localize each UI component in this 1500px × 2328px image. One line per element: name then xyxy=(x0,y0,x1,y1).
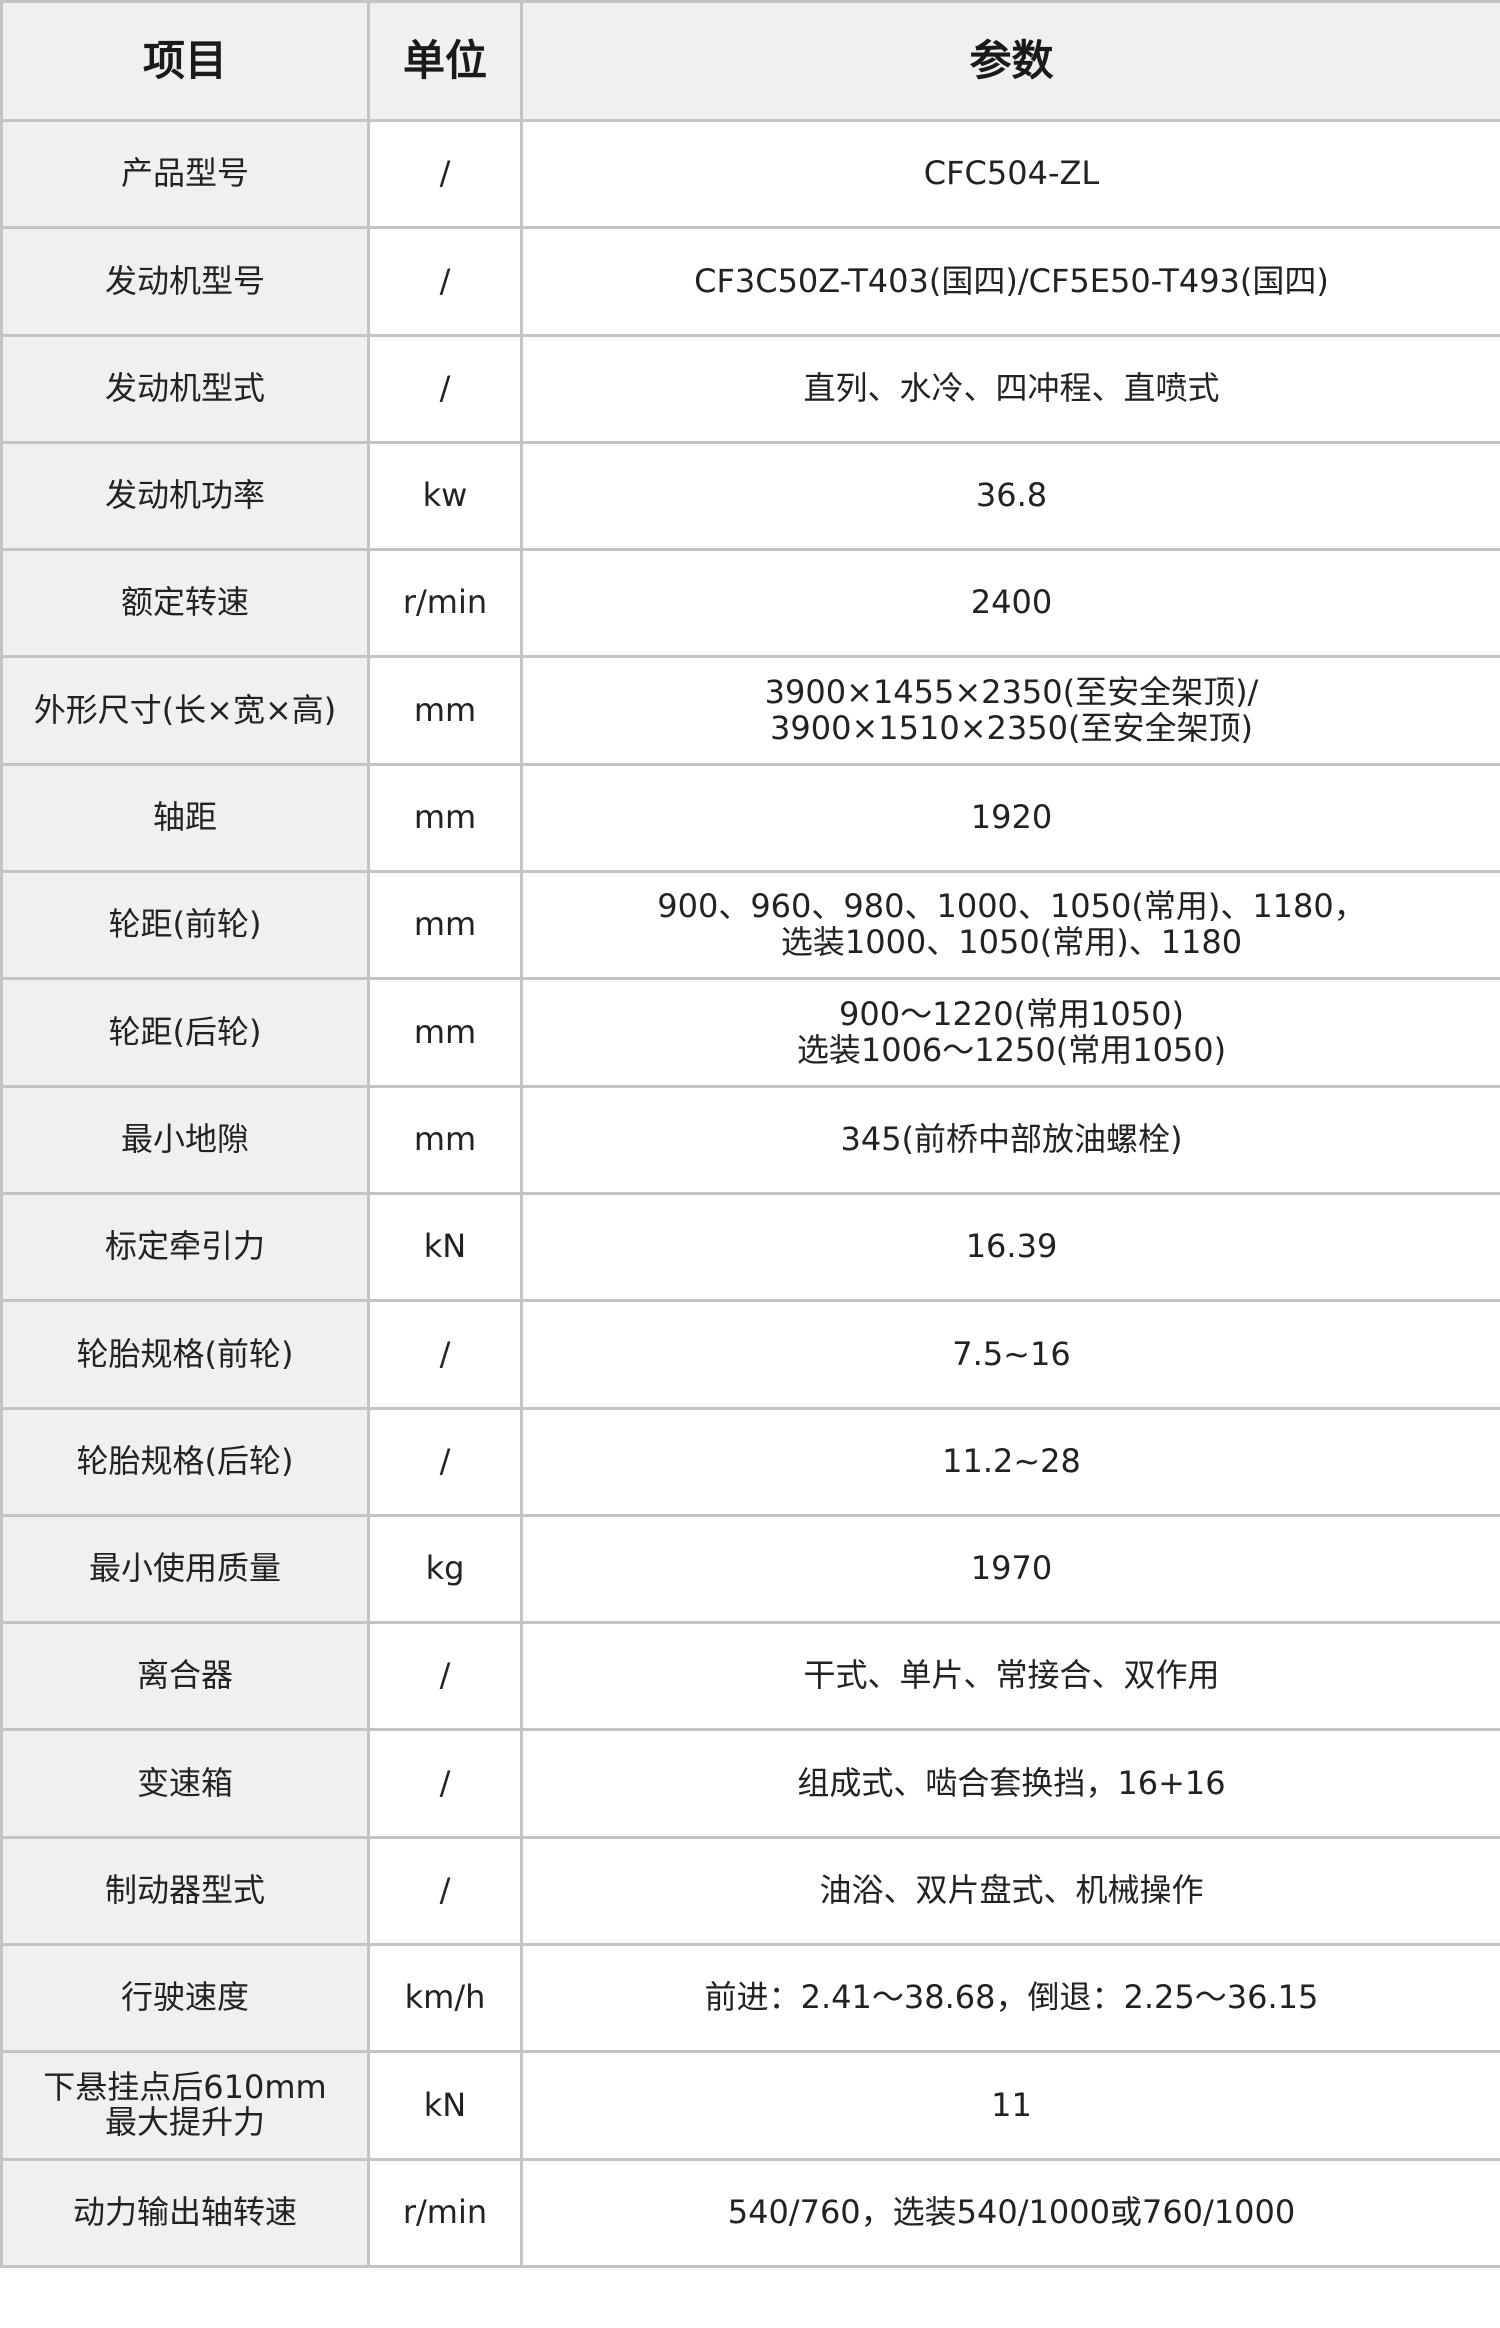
row-value-cell: 前进：2.41～38.68，倒退：2.25～36.15 xyxy=(520,1943,1500,2054)
table-row: 制动器型式 / 油浴、双片盘式、机械操作 xyxy=(0,1835,1500,1947)
table-row: 标定牵引力 kN 16.39 xyxy=(0,1191,1500,1303)
row-value-cell: 540/760，选装540/1000或760/1000 xyxy=(520,2157,1500,2268)
row-unit-cell: / xyxy=(367,1621,523,1732)
row-unit-cell: mm xyxy=(367,870,523,981)
table-row: 轮距(前轮) mm 900、960、980、1000、1050(常用)、1180， … xyxy=(0,870,1500,981)
row-unit-cell: km/h xyxy=(367,1943,523,2054)
header-unit: 单位 xyxy=(367,0,523,122)
table-row: 最小地隙 mm 345(前桥中部放油螺栓) xyxy=(0,1084,1500,1195)
row-value-cell: 900、960、980、1000、1050(常用)、1180， 选装1000、1… xyxy=(520,870,1500,981)
row-item-cell: 轴距 xyxy=(0,762,370,874)
table-row: 外形尺寸(长×宽×高) mm 3900×1455×2350(至安全架顶)/ 3900… xyxy=(0,655,1500,766)
row-unit-cell: / xyxy=(367,333,523,444)
row-item-cell: 动力输出轴转速 xyxy=(0,2157,370,2268)
row-value-cell: 345(前桥中部放油螺栓) xyxy=(520,1084,1500,1195)
row-item-cell: 轮距(后轮) xyxy=(0,977,370,1088)
row-value-cell: 2400 xyxy=(520,548,1500,659)
row-item-cell: 离合器 xyxy=(0,1621,370,1732)
row-unit-cell: r/min xyxy=(367,548,523,659)
row-unit-cell: / xyxy=(367,1835,523,1947)
row-value-cell: 11 xyxy=(520,2050,1500,2161)
row-unit-cell: / xyxy=(367,118,523,230)
row-item-cell: 标定牵引力 xyxy=(0,1191,370,1303)
row-item-cell: 制动器型式 xyxy=(0,1835,370,1947)
row-item-cell: 轮胎规格(后轮) xyxy=(0,1406,370,1517)
table-row: 轮胎规格(前轮)/7.5~16 xyxy=(0,1299,1500,1410)
table-row: 额定转速 r/min 2400 xyxy=(0,548,1500,659)
header-row: 项目 单位 参数 xyxy=(0,0,1500,122)
row-value-cell: 油浴、双片盘式、机械操作 xyxy=(520,1835,1500,1947)
row-item-cell: 发动机型号 xyxy=(0,226,370,337)
table-row: 发动机功率 kw 36.8 xyxy=(0,440,1500,552)
row-value-cell: 900～1220(常用1050) 选装1006～1250(常用1050) xyxy=(520,977,1500,1088)
table-row: 下悬挂点后610mm 最大提升力 kN 11 xyxy=(0,2050,1500,2161)
row-value-cell: 7.5~16 xyxy=(520,1299,1500,1410)
row-value-cell: CFC504-ZL xyxy=(520,118,1500,230)
row-unit-cell: / xyxy=(367,1728,523,1839)
row-item-cell: 额定转速 xyxy=(0,548,370,659)
table-row: 轮距(后轮) mm 900～1220(常用1050) 选装1006～1250(常用1… xyxy=(0,977,1500,1088)
row-item-cell: 外形尺寸(长×宽×高) xyxy=(0,655,370,766)
row-value-cell: 16.39 xyxy=(520,1191,1500,1303)
row-item-cell: 轮胎规格(前轮) xyxy=(0,1299,370,1410)
header-param: 参数 xyxy=(520,0,1500,122)
row-value-cell: 1970 xyxy=(520,1513,1500,1625)
row-unit-cell: / xyxy=(367,1406,523,1517)
row-unit-cell: mm xyxy=(367,762,523,874)
row-unit-cell: kg xyxy=(367,1513,523,1625)
row-value-cell: 36.8 xyxy=(520,440,1500,552)
table-row: 动力输出轴转速 r/min 540/760，选装540/1000或760/1000 xyxy=(0,2157,1500,2268)
row-value-cell: 直列、水冷、四冲程、直喷式 xyxy=(520,333,1500,444)
row-value-cell: CF3C50Z-T403(国四)/CF5E50-T493(国四) xyxy=(520,226,1500,337)
row-item-cell: 轮距(前轮) xyxy=(0,870,370,981)
header-item: 项目 xyxy=(0,0,370,122)
row-item-cell: 最小使用质量 xyxy=(0,1513,370,1625)
table-row: 离合器 / 干式、单片、常接合、双作用 xyxy=(0,1621,1500,1732)
row-unit-cell: / xyxy=(367,1299,523,1410)
table-row: 轮胎规格(后轮)/11.2~28 xyxy=(0,1406,1500,1517)
row-unit-cell: r/min xyxy=(367,2157,523,2268)
spec-table: 项目 单位 参数 产品型号 / CFC504-ZL 发动机型号 / CF3C50Z-T40… xyxy=(0,0,1500,2268)
row-value-cell: 1920 xyxy=(520,762,1500,874)
row-unit-cell: kN xyxy=(367,1191,523,1303)
table-row: 发动机型号 / CF3C50Z-T403(国四)/CF5E50-T493(国四) xyxy=(0,226,1500,337)
table-row: 发动机型式 / 直列、水冷、四冲程、直喷式 xyxy=(0,333,1500,444)
table-row: 轴距 mm 1920 xyxy=(0,762,1500,874)
row-unit-cell: kw xyxy=(367,440,523,552)
row-value-cell: 3900×1455×2350(至安全架顶)/ 3900×1510×2350(至安… xyxy=(520,655,1500,766)
row-value-cell: 组成式、啮合套换挡，16+16 xyxy=(520,1728,1500,1839)
row-unit-cell: mm xyxy=(367,655,523,766)
row-item-cell: 发动机功率 xyxy=(0,440,370,552)
table-row: 产品型号 / CFC504-ZL xyxy=(0,118,1500,230)
spec-table-body: 产品型号 / CFC504-ZL 发动机型号 / CF3C50Z-T403(国四)/CF5… xyxy=(0,118,1500,2268)
row-unit-cell: mm xyxy=(367,1084,523,1195)
row-unit-cell: / xyxy=(367,226,523,337)
row-item-cell: 最小地隙 xyxy=(0,1084,370,1195)
row-item-cell: 发动机型式 xyxy=(0,333,370,444)
row-value-cell: 11.2~28 xyxy=(520,1406,1500,1517)
row-item-cell: 行驶速度 xyxy=(0,1943,370,2054)
row-value-cell: 干式、单片、常接合、双作用 xyxy=(520,1621,1500,1732)
row-item-cell: 变速箱 xyxy=(0,1728,370,1839)
row-unit-cell: kN xyxy=(367,2050,523,2161)
row-item-cell: 产品型号 xyxy=(0,118,370,230)
table-row: 最小使用质量 kg 1970 xyxy=(0,1513,1500,1625)
row-unit-cell: mm xyxy=(367,977,523,1088)
row-item-cell: 下悬挂点后610mm 最大提升力 xyxy=(0,2050,370,2161)
table-row: 行驶速度 km/h 前进：2.41～38.68，倒退：2.25～36.15 xyxy=(0,1943,1500,2054)
table-row: 变速箱 / 组成式、啮合套换挡，16+16 xyxy=(0,1728,1500,1839)
